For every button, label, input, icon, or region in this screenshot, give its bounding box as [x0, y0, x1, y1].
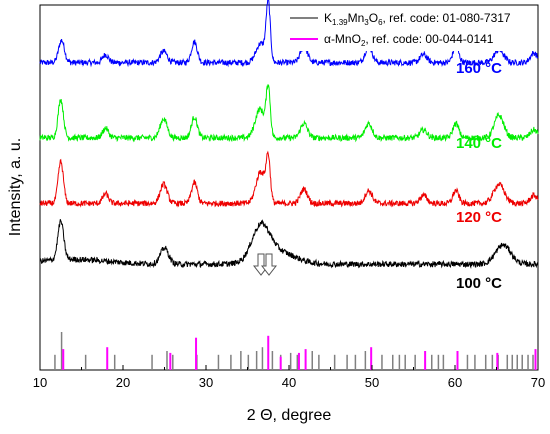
x-tick-label: 30	[199, 375, 213, 390]
x-axis: 10 20 30 40 50 60 70	[33, 365, 545, 390]
x-tick-label: 50	[365, 375, 379, 390]
series-label-140: 140 °C	[456, 135, 502, 152]
series-line	[39, 150, 539, 208]
series-label-100: 100 °C	[456, 275, 502, 292]
series-label-120: 120 °C	[456, 209, 502, 226]
series-labels: 160 °C 140 °C 120 °C 100 °C	[456, 60, 502, 292]
x-tick-label: 70	[531, 375, 545, 390]
legend: K1.39Mn3O6, ref. code: 01-080-7317 α-MnO…	[286, 9, 534, 51]
x-tick-label: 20	[116, 375, 130, 390]
legend-text-mno2: α-MnO2, ref. code: 00-044-0141	[324, 32, 494, 48]
series-line	[39, 84, 539, 143]
x-tick-label: 40	[282, 375, 296, 390]
y-axis-label: Intensity, a. u.	[7, 138, 24, 236]
legend-box	[286, 9, 534, 51]
series-label-160: 160 °C	[456, 60, 502, 77]
peak-arrows	[252, 253, 278, 276]
reference-bars	[54, 332, 537, 370]
arrow-down-icon	[260, 253, 278, 276]
series-line	[39, 219, 539, 269]
x-axis-label: 2 Θ, degree	[247, 407, 332, 424]
legend-text-k: K1.39Mn3O6, ref. code: 01-080-7317	[324, 11, 511, 27]
x-tick-label: 10	[33, 375, 47, 390]
x-tick-label: 60	[448, 375, 462, 390]
